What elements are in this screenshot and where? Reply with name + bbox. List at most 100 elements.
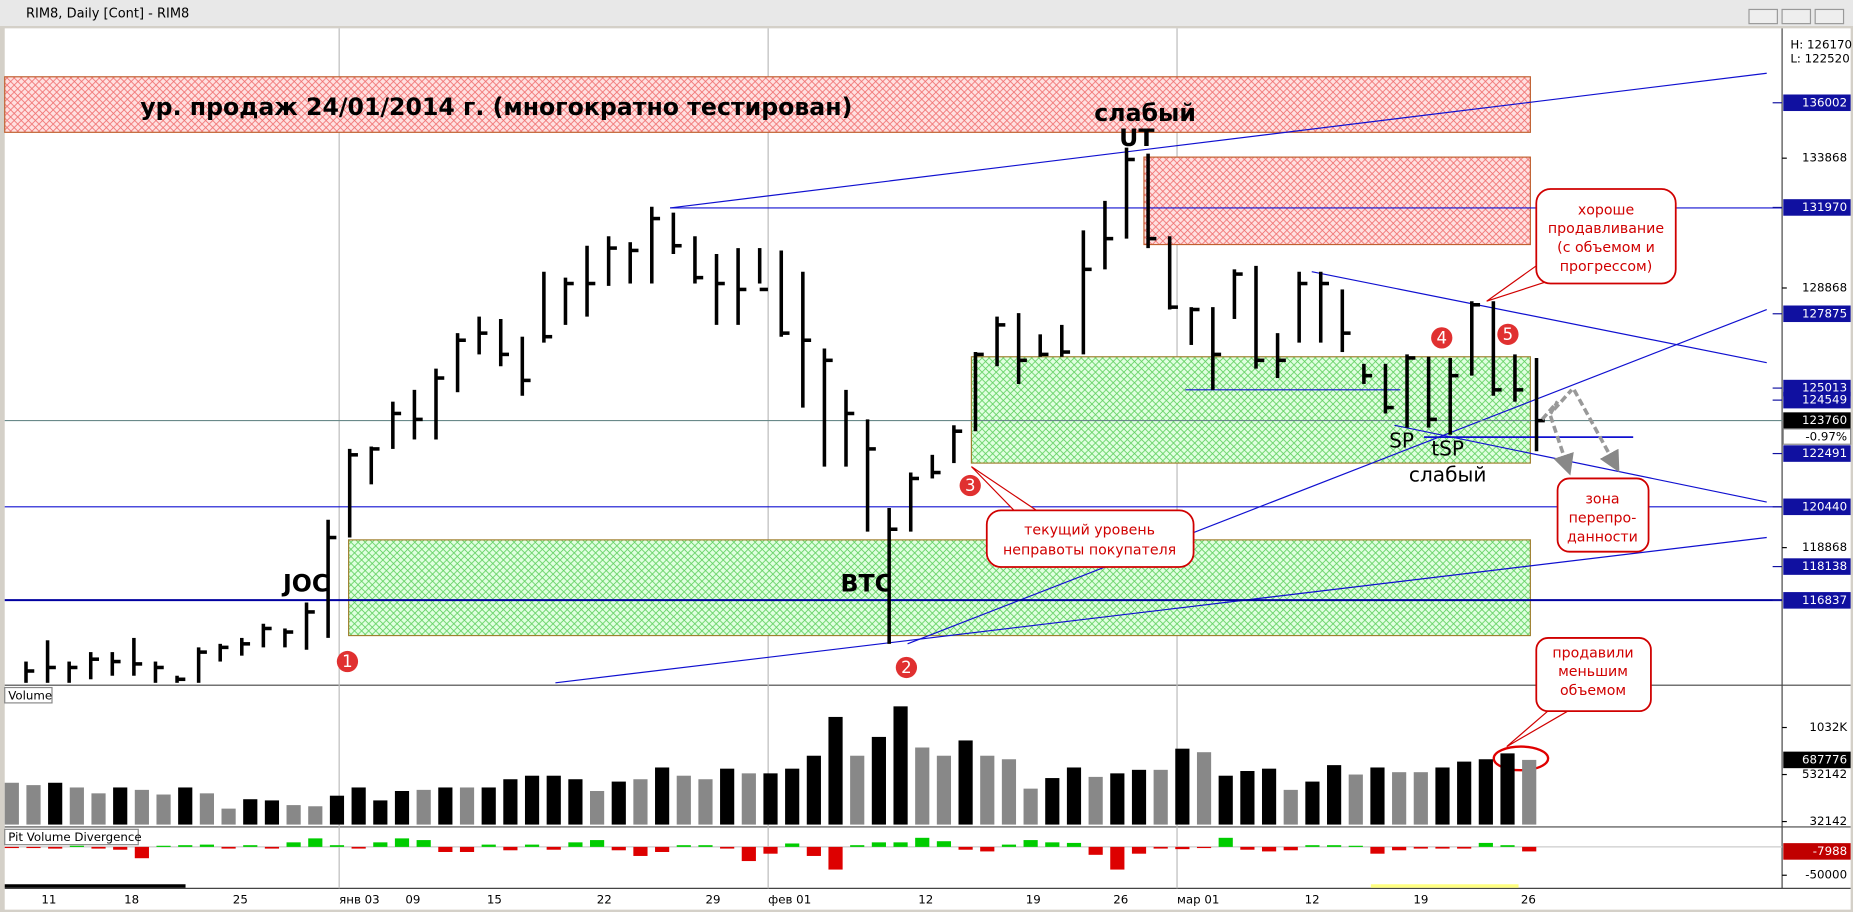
volume-bar	[524, 775, 540, 825]
callout-text: текущий уровень	[1024, 522, 1155, 538]
callout-text: объемом	[1560, 683, 1626, 699]
volume-bar	[1370, 767, 1385, 825]
minimize-button[interactable]	[1748, 8, 1778, 25]
level-label-box	[1783, 558, 1851, 575]
scenario-arrow	[1572, 388, 1620, 473]
last-price-label-box	[1783, 412, 1851, 429]
date-label: 25	[233, 893, 248, 907]
divergence-bar	[720, 846, 735, 849]
callout-text: неправоты покупателя	[1003, 543, 1176, 559]
label-btc: BTC	[840, 569, 891, 597]
callout: зона перепро- данности	[1556, 477, 1650, 553]
volume-bar	[698, 779, 713, 825]
scenario-path	[1540, 388, 1574, 421]
divergence-bar	[1283, 846, 1298, 851]
volume-bar	[1175, 748, 1190, 825]
volume-bar	[936, 755, 952, 825]
divergence-bar	[763, 846, 778, 854]
divergence-bar	[871, 842, 886, 847]
marker: 5	[1503, 325, 1514, 344]
divergence-bar	[416, 840, 431, 847]
divergence-bar	[48, 846, 63, 849]
divergence-bar	[806, 846, 821, 856]
callout-text: (с объемом и	[1557, 240, 1655, 256]
volume-bar	[26, 785, 41, 825]
divergence-bar	[329, 845, 345, 847]
trend-lines	[4, 72, 1783, 684]
volume-bar	[893, 706, 908, 825]
volume-bar	[1261, 768, 1277, 825]
volume-bar	[590, 790, 605, 825]
y-tick-label: 128868	[1802, 280, 1847, 294]
volume-bar	[1500, 753, 1515, 825]
date-label: 22	[597, 893, 612, 907]
label-ut: UT	[1119, 124, 1154, 152]
date-label: фев 01	[768, 893, 811, 907]
divergence-bar	[1045, 842, 1060, 847]
label-weak: слабый	[1409, 463, 1486, 487]
date-axis: 11 18 25 янв 03 09 15 22 29 фев 01 12 19…	[41, 893, 1536, 907]
divergence-bar	[1327, 845, 1342, 847]
divergence-bar	[351, 846, 366, 849]
marker: 2	[901, 658, 912, 677]
date-label: мар 01	[1177, 893, 1219, 907]
volume-bar	[1348, 774, 1363, 825]
callout-text: хороше	[1578, 202, 1634, 218]
volume-bar	[1305, 781, 1320, 825]
volume-bar	[611, 781, 626, 825]
volume-bar	[308, 806, 323, 825]
volume-bar	[69, 787, 84, 825]
volume-bar	[1327, 765, 1342, 825]
divergence-bar	[655, 846, 670, 852]
volume-bar	[785, 768, 800, 825]
volume-bar	[546, 775, 561, 825]
callout: текущий уровень неправоты покупателя	[970, 466, 1195, 568]
volume-bar	[763, 773, 778, 825]
sell-zone	[1143, 156, 1531, 246]
legend-high: H: 126170	[1790, 37, 1852, 51]
volume-bar	[980, 755, 995, 825]
markers: 1 2 3 4 5	[336, 323, 1519, 679]
divergence-bar	[113, 846, 128, 850]
date-label: 18	[124, 893, 139, 907]
divergence-bar	[221, 846, 236, 849]
divergence-bar	[633, 846, 648, 856]
divergence-bar	[785, 843, 800, 847]
level-label: 118138	[1802, 559, 1847, 573]
maximize-button[interactable]	[1781, 8, 1812, 25]
divergence-bar	[1218, 837, 1233, 847]
volume-bar	[48, 782, 63, 825]
divergence-bar	[1240, 846, 1255, 850]
close-button[interactable]	[1814, 8, 1845, 25]
volume-bar	[655, 767, 670, 825]
divergence-bar	[741, 846, 756, 862]
volume-bar	[91, 793, 106, 825]
volume-bar	[568, 779, 583, 825]
volume-bar	[1088, 776, 1103, 825]
volume-bar	[1218, 775, 1233, 825]
volume-bar	[4, 782, 19, 825]
level-label: 131970	[1802, 200, 1847, 214]
level-label-box	[1783, 498, 1851, 516]
buy-zone	[348, 539, 1531, 637]
level-label: 120440	[1802, 499, 1847, 513]
divergence-bar	[243, 845, 258, 847]
divergence-bar	[308, 838, 323, 847]
divergence-bar	[568, 842, 583, 847]
date-label: 12	[918, 893, 933, 907]
label-weak: слабый	[1094, 99, 1196, 127]
divergence-bar	[590, 840, 605, 847]
date-label: 29	[706, 893, 721, 907]
volume-bar	[1392, 772, 1407, 825]
marker: 4	[1436, 329, 1447, 348]
volume-bar	[871, 736, 886, 825]
volume-bar	[156, 794, 171, 825]
callout-text: прогрессом)	[1560, 259, 1652, 275]
divergence-bar	[459, 846, 475, 852]
y-tick-label: -50000	[1805, 868, 1847, 882]
y-tick-label: 32142	[1810, 814, 1848, 828]
panel-label-box	[4, 828, 139, 846]
callout-text: продавливание	[1548, 221, 1664, 237]
callout-text: продавили	[1552, 645, 1633, 661]
divergence-bar	[980, 846, 995, 852]
